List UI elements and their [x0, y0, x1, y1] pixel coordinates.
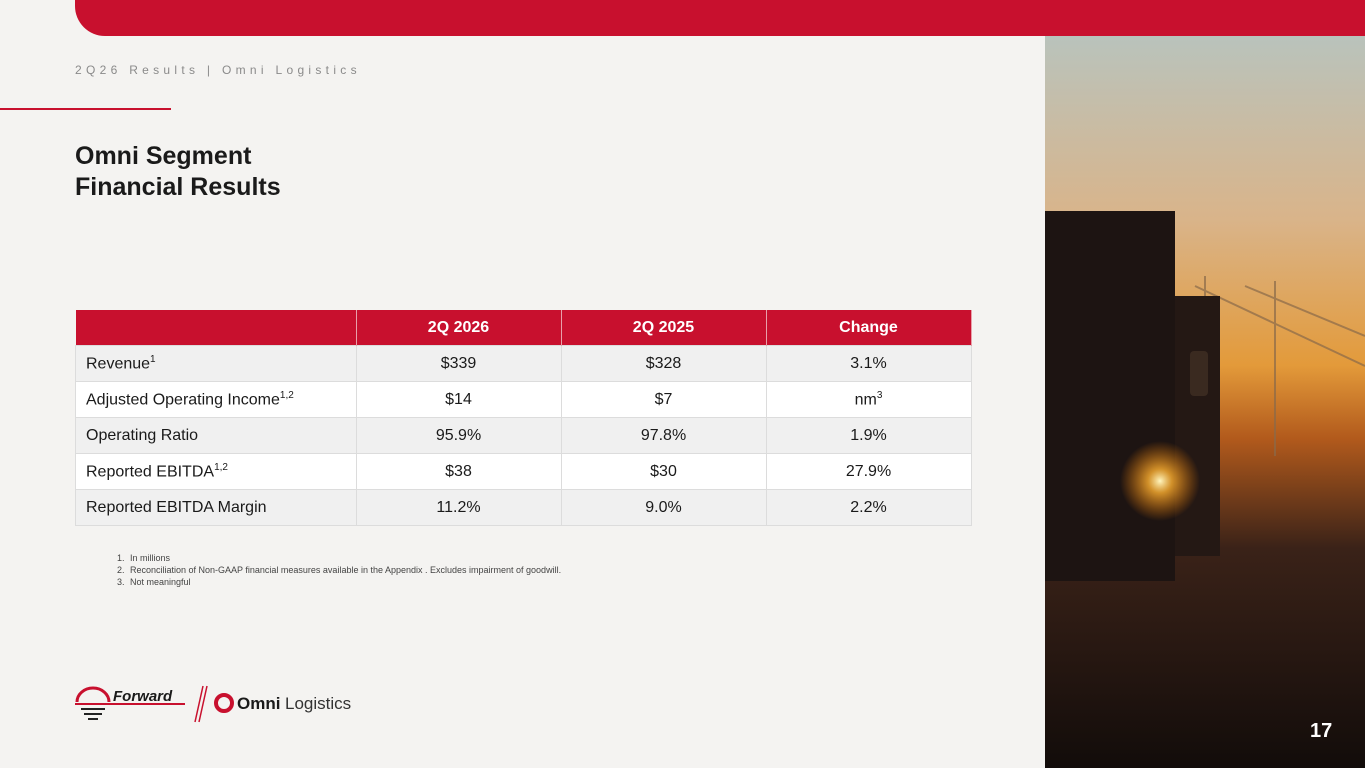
cell-text: Revenue — [86, 355, 151, 373]
table-cell: 3.1% — [765, 345, 972, 382]
header-cell: 2Q 2025 — [561, 310, 767, 346]
footnote-number: 3. — [117, 577, 125, 587]
footnote-number: 1. — [117, 553, 125, 563]
table-cell: $7 — [560, 381, 767, 418]
footnote-ref: 1,2 — [214, 461, 228, 473]
row-label: Reported EBITDA Margin — [75, 489, 357, 526]
footnote-number: 2. — [117, 565, 125, 575]
mirror — [1190, 351, 1208, 396]
header-cell: 2Q 2026 — [356, 310, 562, 346]
title-line: Financial Results — [75, 173, 281, 201]
divider — [194, 685, 204, 723]
header-cell — [75, 310, 357, 346]
table-body: Revenue1 $339 $328 3.1% Adjusted Operating I… — [75, 345, 972, 526]
table-cell: $30 — [560, 453, 767, 490]
footnote-ref: 3 — [876, 389, 883, 401]
page-number: 17 — [1310, 720, 1333, 742]
table-cell: 95.9% — [355, 417, 562, 454]
table-row: Revenue1 $339 $328 3.1% — [75, 345, 972, 382]
table-cell: $339 — [355, 345, 562, 382]
footnote-ref: 1 — [150, 353, 156, 365]
footnote-text: In millions — [130, 553, 171, 563]
title-line: Omni Segment — [75, 142, 252, 170]
top-bar — [75, 0, 1365, 36]
accent-rule — [0, 108, 171, 110]
cell-text: Reported EBITDA Margin — [86, 498, 267, 516]
table-cell: 11.2% — [355, 489, 562, 526]
footnote-text: Not meaningful — [130, 577, 191, 587]
logistics-wordmark: Logistics — [285, 694, 351, 713]
cell-text: nm — [854, 391, 877, 409]
table-cell: 9.0% — [560, 489, 767, 526]
title: Omni Segment Financial Results — [75, 141, 281, 203]
footnote-text: Reconciliation of Non-GAAP financial mea… — [130, 565, 562, 575]
table-cell: 1.9% — [765, 417, 972, 454]
omni-wordmark: Omni — [237, 694, 280, 713]
row-label: Revenue1 — [75, 345, 357, 382]
table-cell: 97.8% — [560, 417, 767, 454]
footnote: 3. Not meaningful — [117, 576, 561, 588]
table-row: Operating Ratio 95.9% 97.8% 1.9% — [75, 417, 972, 454]
header-cell: Change — [766, 310, 972, 346]
table-cell: $38 — [355, 453, 562, 490]
footnotes: 1. In millions 2. Reconciliation of Non-GAA… — [117, 552, 561, 588]
results-table: 2Q 2026 2Q 2025 Change Revenue1 $339 $328 3.1… — [75, 310, 972, 526]
row-label: Operating Ratio — [75, 417, 357, 454]
table-cell: $328 — [560, 345, 767, 382]
omni-icon — [214, 693, 234, 713]
footnote-ref: 1,2 — [279, 389, 294, 401]
forward-wordmark: Forward — [113, 688, 173, 705]
cell-text: Operating Ratio — [86, 426, 199, 444]
table-cell: $14 — [355, 381, 562, 418]
row-label: Reported EBITDA1,2 — [75, 453, 357, 490]
table-row: Reported EBITDA Margin 11.2% 9.0% 2.2% — [75, 489, 972, 526]
logos: Forward Omni Logistics — [75, 685, 351, 723]
header-row: 2Q 2026 2Q 2025 Change — [75, 310, 972, 346]
truck-photo — [1045, 36, 1365, 768]
forward-arc — [75, 686, 111, 703]
truck-cab — [1175, 296, 1220, 556]
cell-text: Adjusted Operating Income — [86, 391, 280, 409]
subtitle: 2Q26 Results | Omni Logistics — [75, 63, 361, 77]
table-row: Reported EBITDA1,2 $38 $30 27.9% — [75, 453, 972, 490]
divider — [198, 685, 208, 723]
table-cell: 2.2% — [765, 489, 972, 526]
truck — [1045, 211, 1175, 581]
footnote: 1. In millions — [117, 552, 561, 564]
cell-text: Reported EBITDA — [86, 463, 215, 481]
table-cell: 27.9% — [765, 453, 972, 490]
table-cell: nm3 — [765, 381, 972, 418]
row-label: Adjusted Operating Income1,2 — [75, 381, 357, 418]
footnote: 2. Reconciliation of Non-GAAP financial m… — [117, 564, 561, 576]
headlight — [1120, 441, 1200, 521]
table-row: Adjusted Operating Income1,2 $14 $7 nm3 — [75, 381, 972, 418]
